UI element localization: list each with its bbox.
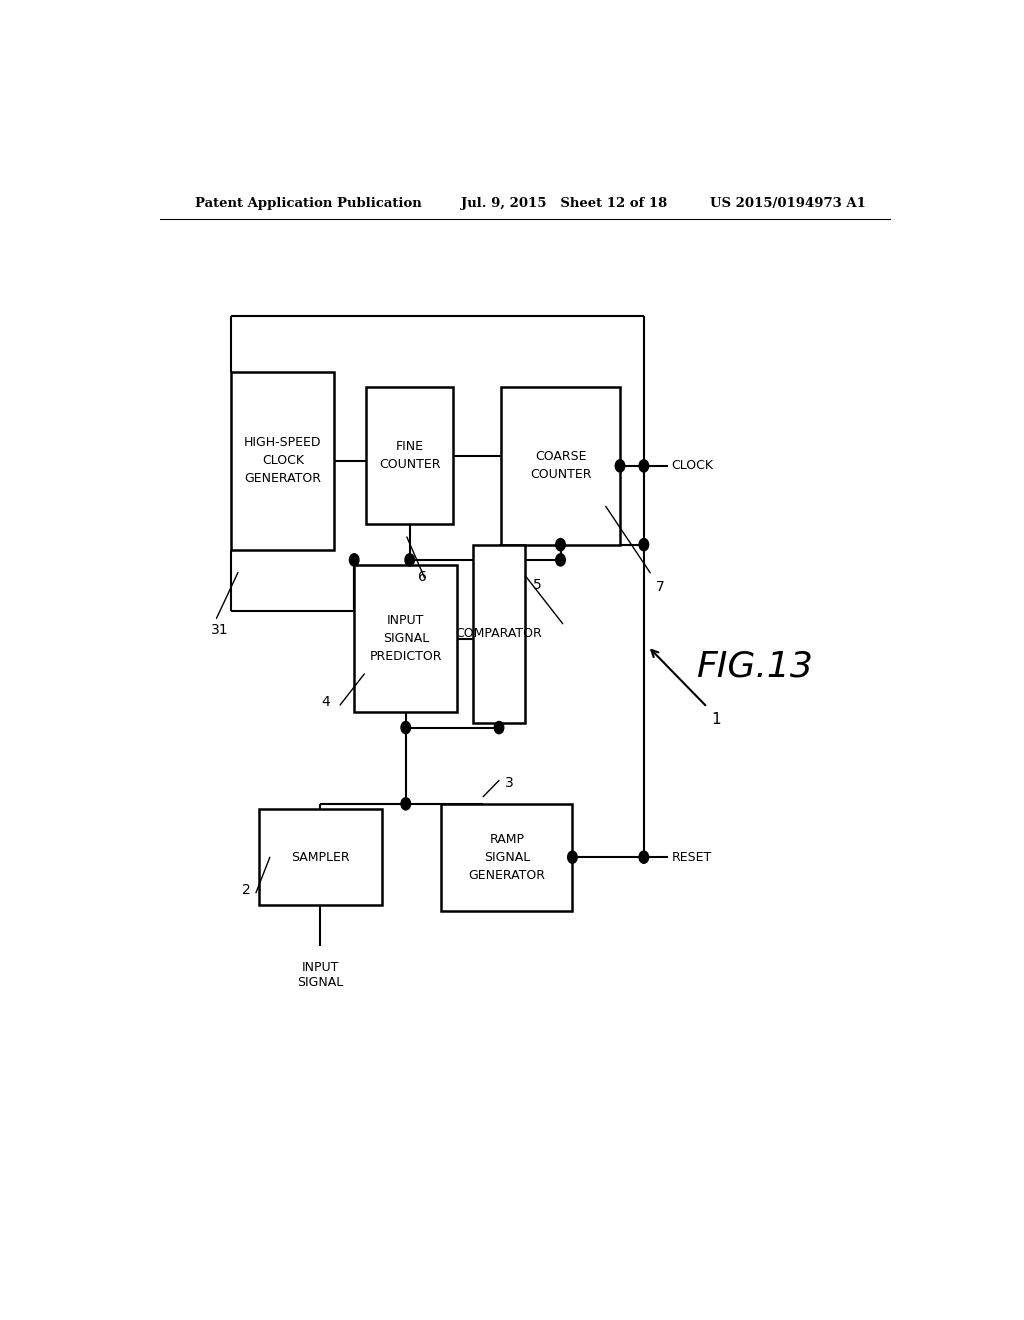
Bar: [367, 387, 454, 524]
Circle shape: [639, 459, 648, 473]
Bar: [259, 809, 382, 906]
Text: COMPARATOR: COMPARATOR: [456, 627, 543, 640]
Text: 2: 2: [243, 883, 251, 898]
Bar: [441, 804, 572, 911]
Text: COARSE
COUNTER: COARSE COUNTER: [529, 450, 591, 482]
Circle shape: [401, 722, 411, 734]
Bar: [501, 387, 620, 545]
Circle shape: [349, 554, 359, 566]
Text: CLOCK: CLOCK: [672, 459, 714, 473]
Text: 3: 3: [505, 776, 514, 791]
Text: RESET: RESET: [672, 850, 712, 863]
Circle shape: [615, 459, 625, 473]
Bar: [473, 545, 524, 722]
Text: 31: 31: [211, 623, 229, 636]
Text: 7: 7: [655, 581, 665, 594]
Text: RAMP
SIGNAL
GENERATOR: RAMP SIGNAL GENERATOR: [468, 833, 546, 882]
Text: 5: 5: [532, 578, 542, 593]
Text: Patent Application Publication: Patent Application Publication: [196, 197, 422, 210]
Text: US 2015/0194973 A1: US 2015/0194973 A1: [711, 197, 866, 210]
Text: HIGH-SPEED
CLOCK
GENERATOR: HIGH-SPEED CLOCK GENERATOR: [244, 437, 322, 486]
Bar: [354, 565, 458, 713]
Circle shape: [639, 851, 648, 863]
Circle shape: [567, 851, 578, 863]
Circle shape: [556, 554, 565, 566]
Text: INPUT
SIGNAL: INPUT SIGNAL: [297, 961, 344, 990]
Text: 4: 4: [322, 696, 331, 709]
Circle shape: [495, 722, 504, 734]
Circle shape: [401, 797, 411, 810]
Text: 6: 6: [418, 570, 427, 583]
Bar: [231, 372, 334, 549]
Text: FINE
COUNTER: FINE COUNTER: [379, 440, 440, 471]
Text: Jul. 9, 2015   Sheet 12 of 18: Jul. 9, 2015 Sheet 12 of 18: [461, 197, 668, 210]
Text: SAMPLER: SAMPLER: [291, 850, 350, 863]
Circle shape: [404, 554, 415, 566]
Text: 1: 1: [712, 713, 721, 727]
Circle shape: [639, 539, 648, 550]
Circle shape: [556, 539, 565, 550]
Text: FIG.13: FIG.13: [696, 649, 813, 684]
Text: INPUT
SIGNAL
PREDICTOR: INPUT SIGNAL PREDICTOR: [370, 614, 442, 663]
